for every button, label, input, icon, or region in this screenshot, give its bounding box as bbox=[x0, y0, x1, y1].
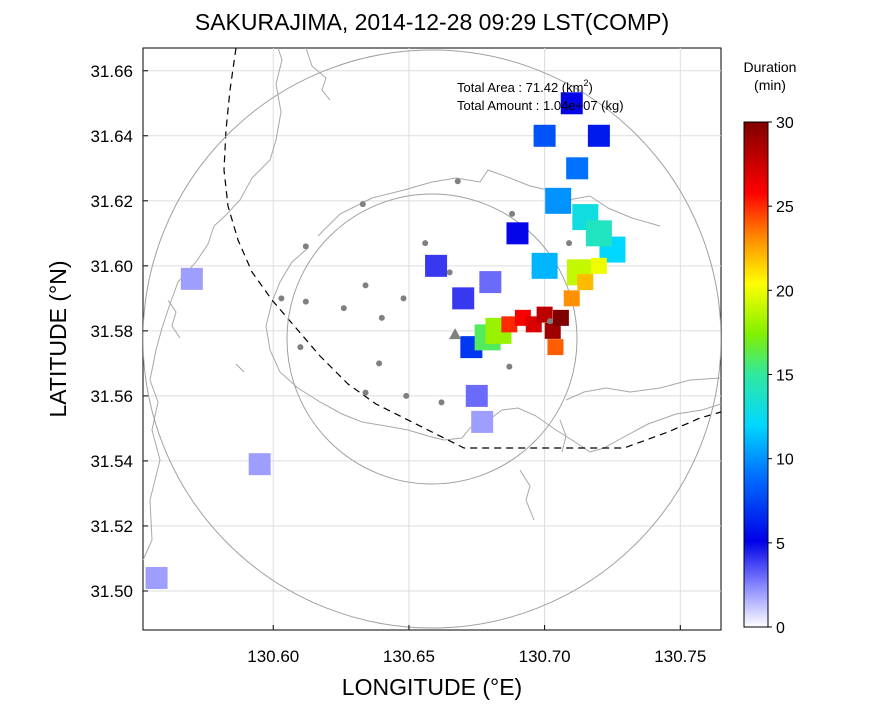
range-circle-inner bbox=[286, 193, 578, 485]
station-7 bbox=[362, 282, 369, 289]
y-tick-label-7: 31.64 bbox=[90, 127, 133, 146]
deposit-cell-10 bbox=[587, 124, 610, 147]
vent-triangle bbox=[449, 328, 462, 340]
x-tick-label-1: 130.65 bbox=[383, 647, 435, 666]
deposit-cell-1 bbox=[180, 267, 203, 290]
deposit-cell-5 bbox=[465, 384, 488, 407]
total-amount-annotation: Total Amount : 1.04e+07 (kg) bbox=[457, 98, 624, 113]
x-tick-label-0: 130.60 bbox=[247, 647, 299, 666]
station-1 bbox=[359, 201, 366, 208]
deposit-cell-12 bbox=[533, 124, 556, 147]
station-5 bbox=[446, 269, 453, 276]
deposit-cell-3 bbox=[145, 566, 168, 589]
station-11 bbox=[340, 305, 347, 312]
deposit-cell-0 bbox=[471, 410, 494, 433]
range-circle-outer bbox=[143, 49, 721, 629]
station-9 bbox=[302, 298, 309, 305]
chart-title: SAKURAJIMA, 2014-12-28 09:29 LST(COMP) bbox=[195, 9, 669, 35]
station-markers bbox=[278, 178, 573, 406]
station-18 bbox=[438, 399, 445, 406]
y-tick-label-8: 31.66 bbox=[90, 62, 133, 81]
deposit-cell-26 bbox=[501, 316, 518, 333]
x-axis-ticks: 130.60 130.65 130.70 130.75 bbox=[247, 625, 706, 666]
y-tick-label-4: 31.58 bbox=[90, 322, 133, 341]
colorbar-ticks: 0 5 10 15 20 25 30 bbox=[768, 115, 794, 637]
deposit-cell-8 bbox=[560, 92, 583, 115]
y-tick-label-1: 31.52 bbox=[90, 517, 133, 536]
y-axis-label: LATITUDE (°N) bbox=[45, 261, 71, 418]
station-13 bbox=[297, 344, 304, 351]
colorbar-title-line2: (min) bbox=[754, 77, 786, 93]
station-4 bbox=[302, 243, 309, 250]
y-tick-label-6: 31.62 bbox=[90, 192, 133, 211]
y-tick-label-2: 31.54 bbox=[90, 452, 133, 471]
station-2 bbox=[509, 210, 516, 217]
deposit-cell-2 bbox=[248, 453, 271, 476]
colorbar-tick-label-4: 20 bbox=[776, 283, 794, 300]
x-tick-label-3: 130.75 bbox=[654, 647, 706, 666]
y-tick-label-5: 31.60 bbox=[90, 257, 133, 276]
ash-deposit-heatmap bbox=[145, 92, 626, 589]
deposit-cell-23 bbox=[577, 274, 594, 291]
colorbar-tick-label-0: 0 bbox=[776, 620, 785, 637]
x-tick-label-2: 130.70 bbox=[519, 647, 571, 666]
deposit-cell-25 bbox=[547, 339, 564, 356]
deposit-cell-6 bbox=[452, 287, 475, 310]
deposit-cell-24 bbox=[563, 290, 580, 307]
station-17 bbox=[506, 363, 513, 370]
colorbar-tick-label-1: 5 bbox=[776, 536, 785, 553]
station-16 bbox=[403, 392, 410, 399]
vent-marker bbox=[449, 328, 462, 340]
x-axis-label: LONGITUDE (°E) bbox=[342, 674, 522, 700]
station-0 bbox=[454, 178, 461, 185]
colorbar-title-line1: Duration bbox=[744, 59, 797, 75]
colorbar bbox=[743, 121, 769, 628]
plot-area bbox=[142, 47, 722, 631]
deposit-cell-18 bbox=[585, 220, 612, 247]
deposit-cell-4 bbox=[479, 271, 502, 294]
deposit-cell-30 bbox=[544, 322, 561, 339]
station-14 bbox=[376, 360, 383, 367]
total-area-annotation: Total Area : 71.42 (km2) bbox=[457, 78, 593, 95]
colorbar-tick-label-5: 25 bbox=[776, 199, 794, 216]
station-19 bbox=[547, 318, 554, 325]
station-6 bbox=[566, 240, 573, 247]
station-8 bbox=[278, 295, 285, 302]
y-tick-label-3: 31.56 bbox=[90, 387, 133, 406]
station-15 bbox=[362, 389, 369, 396]
deposit-cell-22 bbox=[590, 257, 607, 274]
y-axis-ticks: 31.50 31.52 31.54 31.56 31.58 31.60 31.62 31.64… bbox=[90, 62, 148, 601]
deposit-cell-15 bbox=[531, 252, 558, 279]
colorbar-tick-label-6: 30 bbox=[776, 115, 794, 132]
svg-text:Total Area : 71.42 (km2): Total Area : 71.42 (km2) bbox=[457, 78, 593, 95]
deposit-cell-9 bbox=[506, 222, 529, 245]
deposit-cell-31 bbox=[552, 309, 569, 326]
deposit-cell-14 bbox=[545, 187, 572, 214]
y-tick-label-0: 31.50 bbox=[90, 582, 133, 601]
station-10 bbox=[400, 295, 407, 302]
colorbar-tick-label-2: 10 bbox=[776, 452, 794, 469]
coastline bbox=[143, 48, 721, 561]
deposit-cell-7 bbox=[425, 254, 448, 277]
deposit-cell-13 bbox=[566, 157, 589, 180]
colorbar-tick-label-3: 15 bbox=[776, 368, 794, 385]
station-3 bbox=[422, 240, 429, 247]
station-12 bbox=[378, 314, 385, 321]
